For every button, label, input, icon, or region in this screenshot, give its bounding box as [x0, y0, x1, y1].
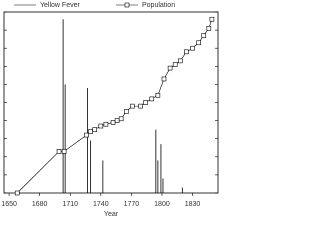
- x-tick-label: 1680: [32, 201, 48, 208]
- population-marker: [196, 40, 201, 46]
- x-tick-label: 1770: [124, 201, 140, 208]
- population-marker: [118, 116, 124, 122]
- x-tick-label: 1800: [154, 201, 170, 208]
- population-marker: [92, 127, 97, 132]
- population-marker: [14, 190, 20, 196]
- population-marker: [130, 103, 135, 109]
- legend-label: Yellow Fever: [40, 2, 80, 9]
- population-marker: [114, 118, 120, 123]
- legend-marker: [124, 2, 130, 8]
- chart: Year 1650 1680 1710 1740 1770 1800 1830 Yellow …: [1, 2, 219, 218]
- population-line: [17, 19, 213, 194]
- population-marker: [209, 16, 215, 22]
- population-marker: [177, 58, 183, 64]
- x-tick-label: 1740: [93, 201, 109, 208]
- population-marker: [61, 149, 67, 154]
- population-marker: [206, 25, 212, 31]
- population-marker: [167, 65, 173, 71]
- population-marker: [190, 45, 195, 51]
- population-marker: [184, 49, 189, 55]
- population-marker: [143, 100, 148, 105]
- population-marker: [155, 92, 161, 98]
- x-tick-label: 1650: [1, 201, 17, 208]
- population-marker: [56, 149, 62, 154]
- population-marker: [88, 129, 93, 134]
- population-marker: [138, 103, 143, 109]
- population-marker: [172, 62, 178, 67]
- x-tick-label: 1710: [62, 201, 78, 208]
- population-marker: [98, 123, 104, 129]
- plot-frame: [3, 11, 219, 194]
- population-marker: [123, 109, 129, 114]
- x-axis-label: Year: [104, 211, 119, 218]
- legend-label: Population: [142, 2, 175, 9]
- population-marker: [110, 120, 116, 125]
- population-marker: [149, 96, 155, 102]
- population-marker: [103, 121, 109, 127]
- population-marker: [201, 33, 207, 38]
- population-marker: [84, 132, 89, 138]
- population-marker: [161, 76, 167, 82]
- x-tick-label: 1830: [185, 201, 201, 208]
